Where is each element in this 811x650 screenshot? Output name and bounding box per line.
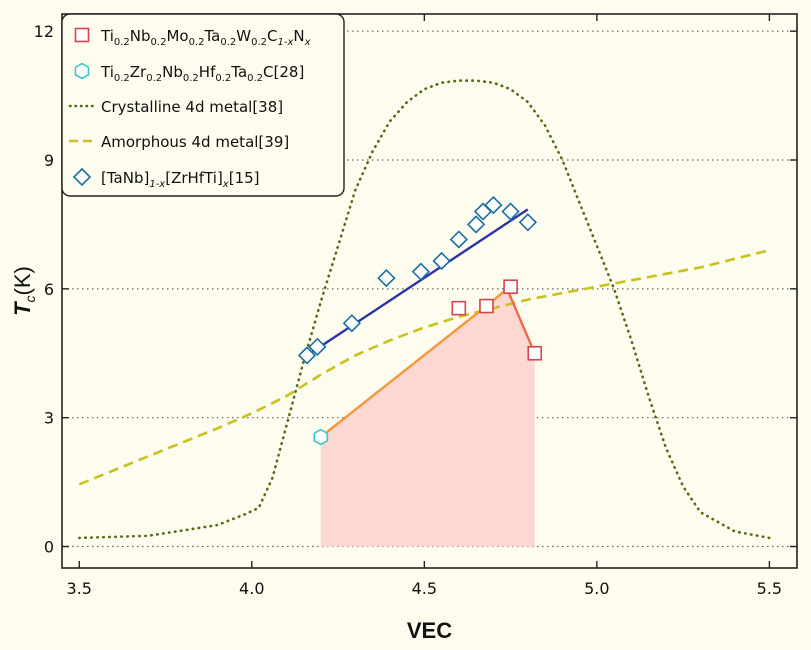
legend-label-part: 0.2 (189, 37, 205, 48)
diamond-point (466, 215, 486, 234)
shaded-area (320, 288, 535, 547)
legend-label-part: 1-x (277, 37, 293, 48)
legend-label-part: 0.2 (251, 37, 267, 48)
legend-label-part: C[28] (263, 63, 304, 81)
legend-label-part: Zr (130, 63, 147, 81)
legend-label-part: 0.2 (151, 37, 167, 48)
diamond-point (518, 213, 537, 232)
diamond-point (449, 230, 468, 249)
y-axis-label-unit: (K) (10, 266, 35, 295)
legend-label-part: [15] (229, 169, 260, 187)
legend-label-part: [TaNb] (101, 169, 149, 187)
diamond-point (484, 195, 503, 215)
legend-label-part: 0.2 (114, 73, 130, 84)
legend: Ti0.2Nb0.2Mo0.2Ta0.2W0.2C1-xNxTi0.2Zr0.2… (61, 13, 345, 197)
diamond-point (501, 202, 520, 221)
diamond-point (297, 346, 317, 365)
square-point (479, 298, 494, 314)
legend-label-hexagon: Ti0.2Zr0.2Nb0.2Hf0.2Ta0.2C[28] (100, 63, 304, 84)
legend-label-part: 0.2 (114, 37, 130, 48)
y-axis-label-subscript: c (22, 295, 38, 302)
legend-label-amorphous: Amorphous 4d metal[39] (101, 133, 289, 151)
legend-label-part: Crystalline 4d metal[38] (101, 98, 283, 116)
y-axis-label-symbol: T (10, 301, 35, 316)
legend-square-marker (74, 27, 90, 43)
legend-label-part: [ZrHfTi] (165, 169, 223, 187)
legend-label-part: W (236, 27, 251, 45)
y-tick-label: 6 (44, 280, 54, 299)
diamond-point (377, 268, 396, 288)
legend-label-part: Ti (100, 27, 114, 45)
legend-label-part: Amorphous 4d metal[39] (101, 133, 289, 151)
legend-symbol-hexagon (74, 62, 90, 80)
legend-hexagon-marker (74, 62, 90, 80)
legend-label-part: 0.2 (183, 73, 199, 84)
legend-label-part: Ta (230, 63, 247, 81)
y-tick-label: 12 (34, 22, 54, 41)
legend-box (61, 13, 345, 197)
amorphous-curve (78, 248, 770, 486)
hexagon-point (313, 428, 329, 446)
legend-label-part: Mo (166, 27, 188, 45)
legend-label-crystalline: Crystalline 4d metal[38] (101, 98, 283, 116)
diamond-point (432, 251, 451, 271)
diamond-point (308, 337, 327, 356)
x-tick-label: 4.0 (239, 579, 264, 598)
legend-label-part: Ta (203, 27, 220, 45)
legend-label-part: x (304, 37, 311, 48)
x-tick-label: 3.5 (67, 579, 92, 598)
shaded-region (320, 288, 535, 547)
diamond-fit-line (306, 208, 529, 357)
legend-label-part: Ti (100, 63, 114, 81)
x-axis-label: VEC (407, 618, 452, 643)
x-tick-label: 4.5 (412, 579, 437, 598)
legend-label-part: C (267, 27, 277, 45)
axis-ticks: 0 3 6 9 12 3.5 4.0 4.5 5.0 5.5 (34, 14, 797, 598)
diamond-point (411, 262, 431, 281)
plot-frame (61, 13, 798, 569)
data-markers (297, 195, 543, 446)
legend-label-diamonds: [TaNb]1-x[ZrHfTi]x[15] (101, 169, 260, 190)
legend-label-part: x (222, 179, 229, 190)
legend-label-part: Hf (199, 63, 216, 81)
legend-label-part: 0.2 (215, 73, 231, 84)
square-point (503, 279, 518, 295)
legend-label-part: 0.2 (146, 73, 162, 84)
y-tick-label: 3 (44, 409, 54, 428)
square-point (527, 345, 543, 361)
legend-label-part: 0.2 (247, 73, 263, 84)
crystalline-curve (78, 79, 771, 540)
legend-symbol-diamonds (72, 167, 92, 187)
legend-label-part: Nb (130, 27, 151, 45)
legend-label-squares: Ti0.2Nb0.2Mo0.2Ta0.2W0.2C1-xNx (100, 27, 311, 48)
legend-label-part: Nb (162, 63, 183, 81)
y-tick-label: 0 (44, 538, 54, 557)
legend-symbol-squares (74, 27, 90, 43)
legend-label-part: 0.2 (220, 37, 236, 48)
legend-diamond-marker (72, 167, 92, 187)
legend-label-part: N (293, 27, 304, 45)
red-trend-line (505, 288, 536, 354)
square-point (451, 300, 467, 316)
y-tick-label: 9 (44, 151, 54, 170)
diamond-point (342, 314, 361, 333)
x-tick-label: 5.5 (757, 579, 782, 598)
legend-label-part: 1-x (149, 179, 165, 190)
x-tick-label: 5.0 (584, 579, 609, 598)
y-axis-label: Tc(K) (10, 266, 38, 316)
